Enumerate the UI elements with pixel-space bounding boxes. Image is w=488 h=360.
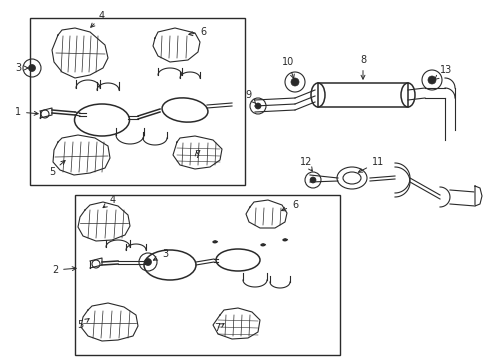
- Circle shape: [254, 103, 261, 109]
- Bar: [75, 195, 339, 355]
- Text: 12: 12: [299, 157, 312, 171]
- Text: 1: 1: [15, 107, 38, 117]
- Polygon shape: [474, 186, 481, 206]
- Polygon shape: [245, 200, 286, 228]
- Text: 4: 4: [91, 11, 105, 27]
- Text: 3: 3: [15, 63, 28, 73]
- Text: 2: 2: [52, 265, 76, 275]
- Text: 13: 13: [434, 65, 451, 80]
- Text: 5: 5: [49, 161, 65, 177]
- Text: 6: 6: [281, 200, 298, 211]
- Polygon shape: [153, 28, 200, 62]
- Text: 7: 7: [193, 150, 200, 160]
- Text: 11: 11: [358, 157, 384, 172]
- Polygon shape: [78, 202, 130, 241]
- Circle shape: [290, 78, 298, 86]
- Text: 6: 6: [188, 27, 205, 37]
- Polygon shape: [213, 308, 260, 339]
- Text: 9: 9: [244, 90, 255, 104]
- Polygon shape: [52, 28, 108, 78]
- Circle shape: [28, 64, 36, 72]
- Text: 7: 7: [213, 323, 224, 333]
- Polygon shape: [81, 303, 138, 341]
- Polygon shape: [53, 135, 110, 175]
- Bar: [30, 18, 244, 185]
- Text: 4: 4: [103, 195, 116, 208]
- Circle shape: [144, 258, 151, 265]
- Polygon shape: [173, 136, 222, 169]
- Text: 10: 10: [281, 57, 294, 78]
- Text: 5: 5: [77, 319, 89, 330]
- Text: 3: 3: [153, 249, 168, 260]
- Circle shape: [309, 177, 315, 183]
- Text: 8: 8: [359, 55, 366, 79]
- Circle shape: [427, 76, 435, 84]
- Bar: [317, 83, 407, 107]
